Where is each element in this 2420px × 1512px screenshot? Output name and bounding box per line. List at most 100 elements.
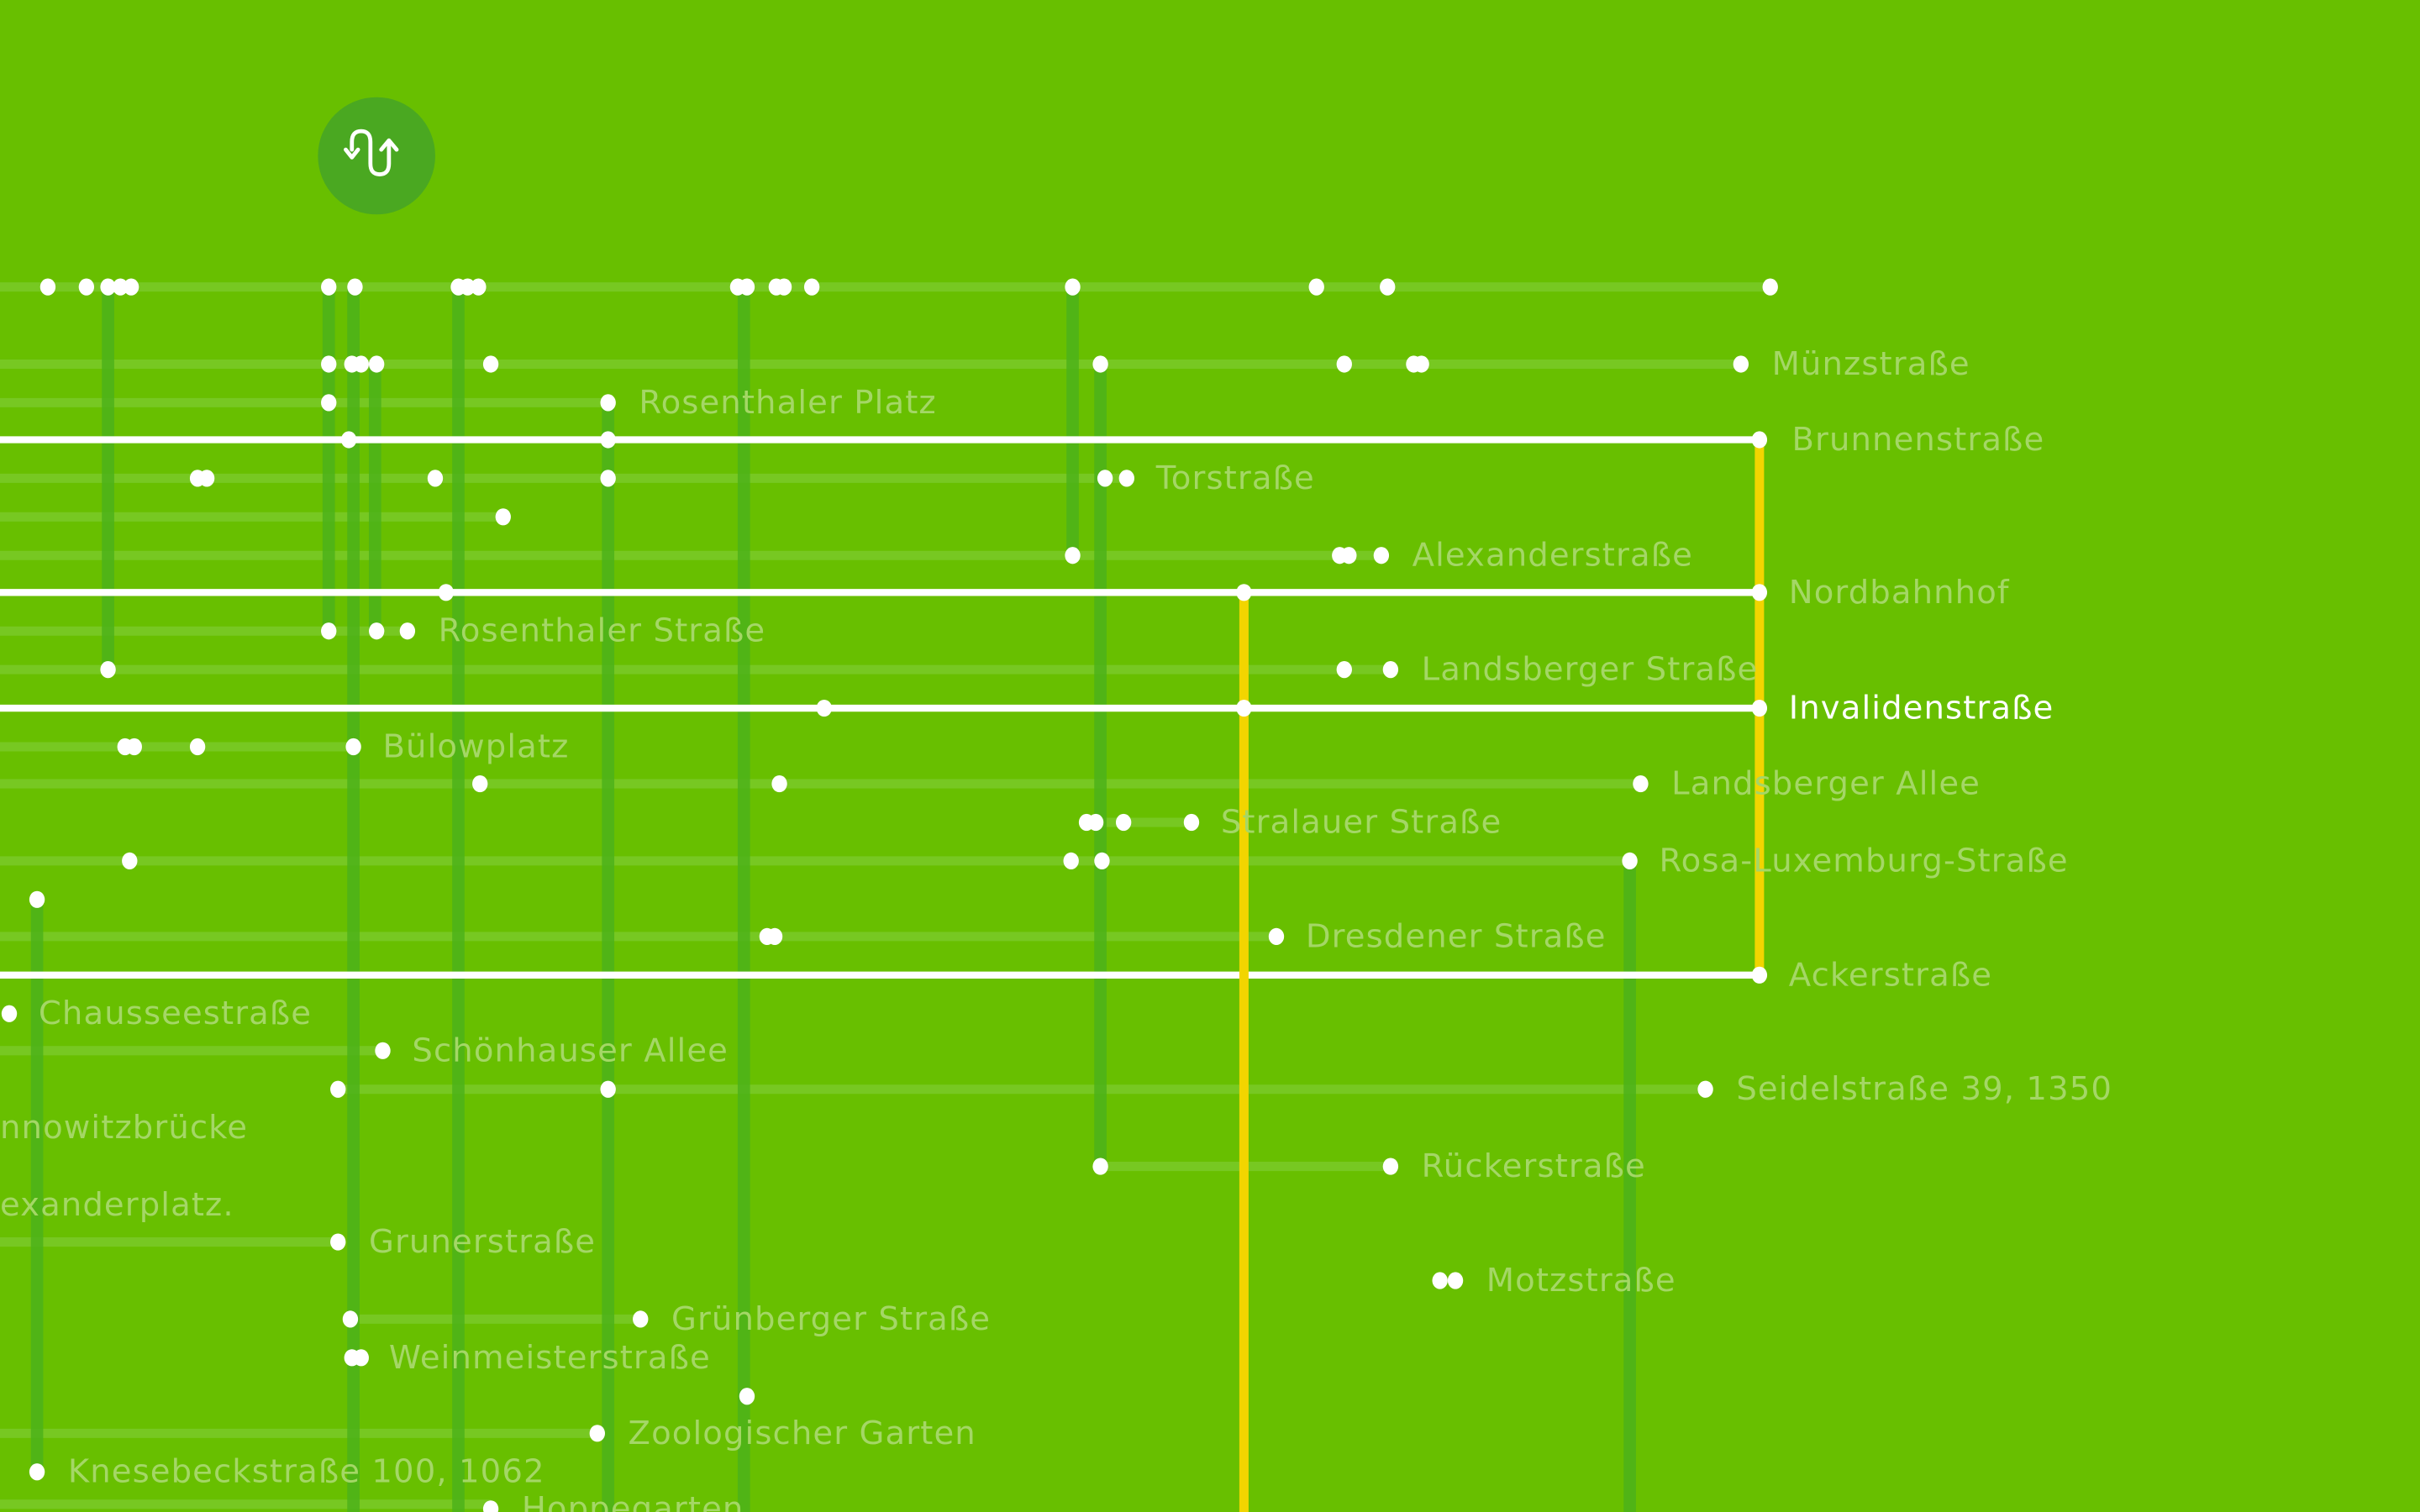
stop-dot[interactable] bbox=[1183, 813, 1200, 832]
stop-dot[interactable] bbox=[1336, 661, 1352, 679]
stop-dot[interactable] bbox=[460, 278, 476, 296]
stop-dot[interactable] bbox=[633, 1310, 649, 1328]
stop-dot[interactable] bbox=[600, 470, 616, 487]
stop-dot[interactable] bbox=[368, 355, 385, 373]
stop-dot[interactable] bbox=[1236, 584, 1252, 601]
stop-dot[interactable] bbox=[353, 1349, 369, 1367]
stop-dot[interactable] bbox=[198, 470, 215, 487]
stop-dot[interactable] bbox=[1751, 699, 1768, 717]
stop-dot[interactable] bbox=[347, 278, 363, 296]
stop-dot[interactable] bbox=[399, 622, 416, 640]
stop-dot[interactable] bbox=[1268, 927, 1285, 945]
stop-label[interactable]: Münzstraße bbox=[1772, 345, 1970, 383]
stop-dot[interactable] bbox=[1115, 813, 1132, 832]
stop-dot[interactable] bbox=[495, 508, 511, 526]
stop-label[interactable]: Knesebeckstraße 100, 1062 bbox=[68, 1453, 545, 1491]
stop-dot[interactable] bbox=[482, 1500, 499, 1512]
stop-dot[interactable] bbox=[1382, 1158, 1399, 1175]
stop-label[interactable]: Grünberger Straße bbox=[671, 1300, 991, 1338]
stop-label[interactable]: Seidelstraße 39, 1350 bbox=[1736, 1070, 2112, 1108]
stop-dot[interactable] bbox=[1733, 355, 1749, 373]
stop-label[interactable]: exanderplatz. bbox=[0, 1186, 234, 1224]
stop-dot[interactable] bbox=[1751, 584, 1768, 601]
stop-dot[interactable] bbox=[1097, 470, 1113, 487]
stop-dot[interactable] bbox=[739, 278, 755, 296]
stop-dot[interactable] bbox=[1751, 431, 1768, 449]
stop-dot[interactable] bbox=[330, 1233, 346, 1251]
stop-dot[interactable] bbox=[321, 278, 337, 296]
stop-dot[interactable] bbox=[189, 738, 206, 756]
stop-dot[interactable] bbox=[1065, 547, 1081, 564]
stop-label[interactable]: Rosa-Luxemburg-Straße bbox=[1659, 842, 2068, 879]
toggle-button-bg[interactable] bbox=[318, 97, 435, 215]
stop-dot[interactable] bbox=[1382, 661, 1399, 679]
stop-dot[interactable] bbox=[345, 738, 361, 756]
stop-dot[interactable] bbox=[471, 278, 487, 296]
stop-dot[interactable] bbox=[600, 431, 616, 449]
stop-dot[interactable] bbox=[766, 927, 783, 945]
stop-dot[interactable] bbox=[816, 699, 832, 717]
stop-dot[interactable] bbox=[600, 1080, 616, 1098]
stop-dot[interactable] bbox=[1308, 278, 1324, 296]
stop-label[interactable]: Chausseestraße bbox=[39, 995, 312, 1032]
toggle-button[interactable] bbox=[318, 97, 435, 215]
stop-dot[interactable] bbox=[600, 394, 616, 412]
stop-dot[interactable] bbox=[1094, 852, 1110, 869]
stop-dot[interactable] bbox=[1118, 470, 1134, 487]
stop-label[interactable]: Zoologischer Garten bbox=[629, 1415, 976, 1452]
stop-dot[interactable] bbox=[122, 852, 138, 869]
stop-label[interactable]: Bülowplatz bbox=[383, 727, 570, 765]
stop-label[interactable]: Schönhauser Allee bbox=[412, 1032, 729, 1069]
stop-dot[interactable] bbox=[589, 1425, 605, 1442]
stop-label[interactable]: Alexanderstraße bbox=[1413, 537, 1693, 575]
stop-dot[interactable] bbox=[1697, 1080, 1713, 1098]
stop-dot[interactable] bbox=[1, 1005, 18, 1022]
stop-dot[interactable] bbox=[368, 622, 385, 640]
stop-dot[interactable] bbox=[1341, 547, 1357, 564]
stop-label[interactable]: Rosenthaler Platz bbox=[639, 384, 936, 422]
stop-dot[interactable] bbox=[1063, 852, 1079, 869]
stop-dot[interactable] bbox=[78, 278, 95, 296]
stop-dot[interactable] bbox=[1236, 699, 1252, 717]
stop-dot[interactable] bbox=[375, 1042, 391, 1059]
stop-dot[interactable] bbox=[771, 774, 787, 793]
stop-dot[interactable] bbox=[1336, 355, 1352, 373]
stop-dot[interactable] bbox=[100, 661, 116, 679]
stop-dot[interactable] bbox=[321, 355, 337, 373]
stop-dot[interactable] bbox=[1447, 1272, 1464, 1289]
stop-dot[interactable] bbox=[1432, 1272, 1448, 1289]
stop-dot[interactable] bbox=[330, 1080, 346, 1098]
stop-dot[interactable] bbox=[427, 470, 444, 487]
stop-dot[interactable] bbox=[482, 355, 499, 373]
stop-label[interactable]: Stralauer Straße bbox=[1221, 803, 1502, 841]
stop-dot[interactable] bbox=[1092, 1158, 1108, 1175]
stop-dot[interactable] bbox=[1751, 966, 1768, 984]
stop-dot[interactable] bbox=[113, 278, 129, 296]
stop-dot[interactable] bbox=[123, 278, 139, 296]
stop-dot[interactable] bbox=[29, 1463, 45, 1481]
stop-dot[interactable] bbox=[100, 278, 116, 296]
stop-label[interactable]: Ackerstraße bbox=[1789, 956, 1992, 994]
stop-dot[interactable] bbox=[1622, 852, 1638, 869]
stop-dot[interactable] bbox=[1762, 278, 1778, 296]
stop-dot[interactable] bbox=[1380, 278, 1396, 296]
stop-label[interactable]: Grunerstraße bbox=[369, 1223, 596, 1261]
stop-label[interactable]: Landsberger Straße bbox=[1422, 651, 1759, 689]
stop-dot[interactable] bbox=[1087, 813, 1104, 832]
stop-label[interactable]: Landsberger Allee bbox=[1671, 765, 1981, 803]
stop-dot[interactable] bbox=[340, 431, 357, 449]
stop-label[interactable]: Invalidenstraße bbox=[1789, 690, 2054, 727]
stop-dot[interactable] bbox=[321, 622, 337, 640]
stop-dot[interactable] bbox=[1065, 278, 1081, 296]
stop-dot[interactable] bbox=[1373, 547, 1390, 564]
stop-dot[interactable] bbox=[739, 1388, 755, 1405]
stop-dot[interactable] bbox=[353, 355, 369, 373]
stop-dot[interactable] bbox=[472, 774, 488, 793]
stop-label[interactable]: nnowitzbrücke bbox=[0, 1109, 248, 1147]
stop-label[interactable]: Motzstraße bbox=[1486, 1262, 1676, 1299]
stop-dot[interactable] bbox=[438, 584, 454, 601]
stop-dot[interactable] bbox=[342, 1310, 359, 1328]
stop-dot[interactable] bbox=[126, 738, 142, 756]
stop-label[interactable]: Dresdener Straße bbox=[1306, 917, 1607, 955]
stop-label[interactable]: Brunnenstraße bbox=[1791, 421, 2044, 459]
